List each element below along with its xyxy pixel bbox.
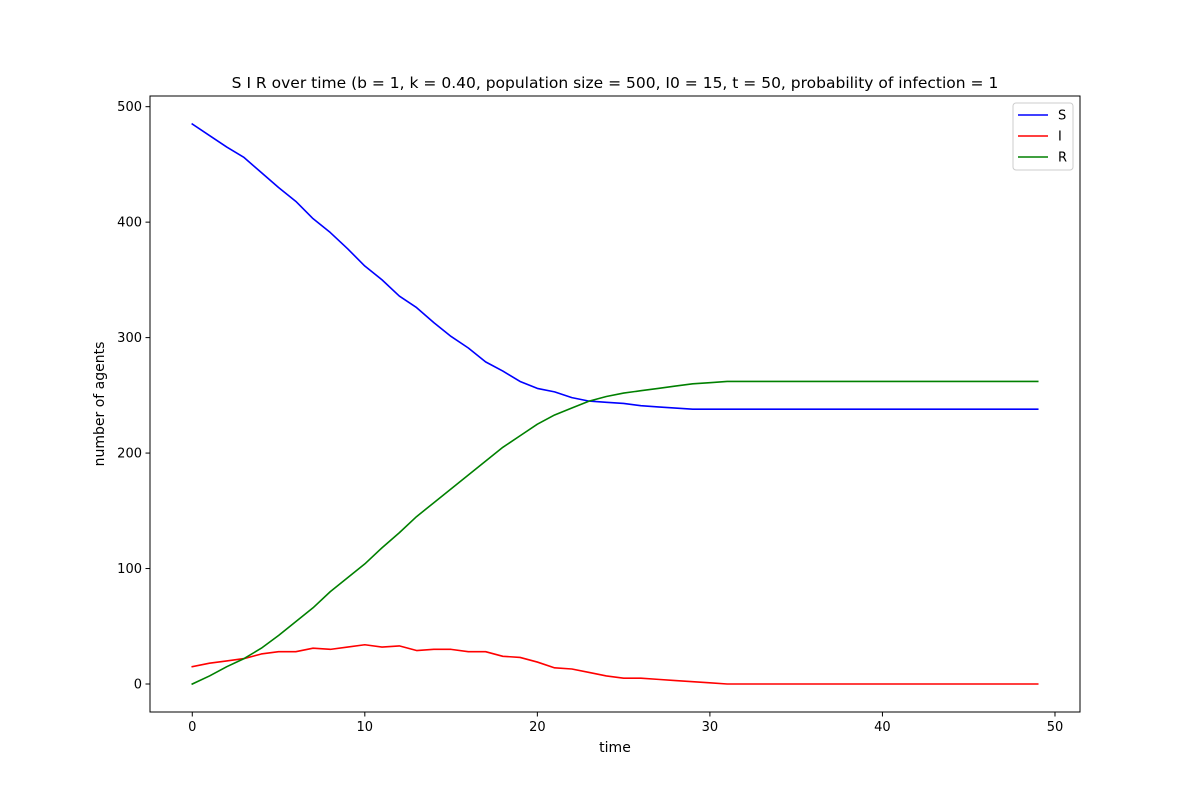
chart-title: S I R over time (b = 1, k = 0.40, popula… (232, 74, 999, 92)
legend-label-s: S (1058, 109, 1066, 124)
x-tick-label: 20 (529, 720, 546, 735)
y-tick-label: 300 (117, 331, 142, 346)
x-tick-label: 40 (874, 720, 891, 735)
y-tick-label: 500 (117, 100, 142, 115)
x-axis-label: time (599, 740, 631, 756)
y-axis-ticks: 0 100 200 300 400 500 (117, 100, 150, 693)
y-tick-label: 0 (134, 678, 142, 693)
x-axis-ticks: 0 10 20 30 40 50 (188, 712, 1063, 735)
y-tick-label: 200 (117, 447, 142, 462)
x-tick-label: 50 (1047, 720, 1064, 735)
series-line-i (191, 643, 1039, 685)
series-line-r (191, 380, 1039, 686)
axes-frame (149, 95, 1081, 713)
plot-lines (191, 122, 1039, 686)
legend: SIR (1012, 102, 1074, 171)
x-tick-label: 10 (357, 720, 374, 735)
x-tick-label: 0 (188, 720, 196, 735)
y-tick-label: 400 (117, 216, 142, 231)
y-axis-label: number of agents (92, 342, 108, 467)
legend-label-i: I (1058, 130, 1062, 145)
y-tick-label: 100 (117, 562, 142, 577)
series-line-s (191, 122, 1039, 410)
legend-label-r: R (1058, 151, 1067, 166)
x-tick-label: 30 (702, 720, 719, 735)
legend-entries: SIR (1018, 109, 1067, 166)
